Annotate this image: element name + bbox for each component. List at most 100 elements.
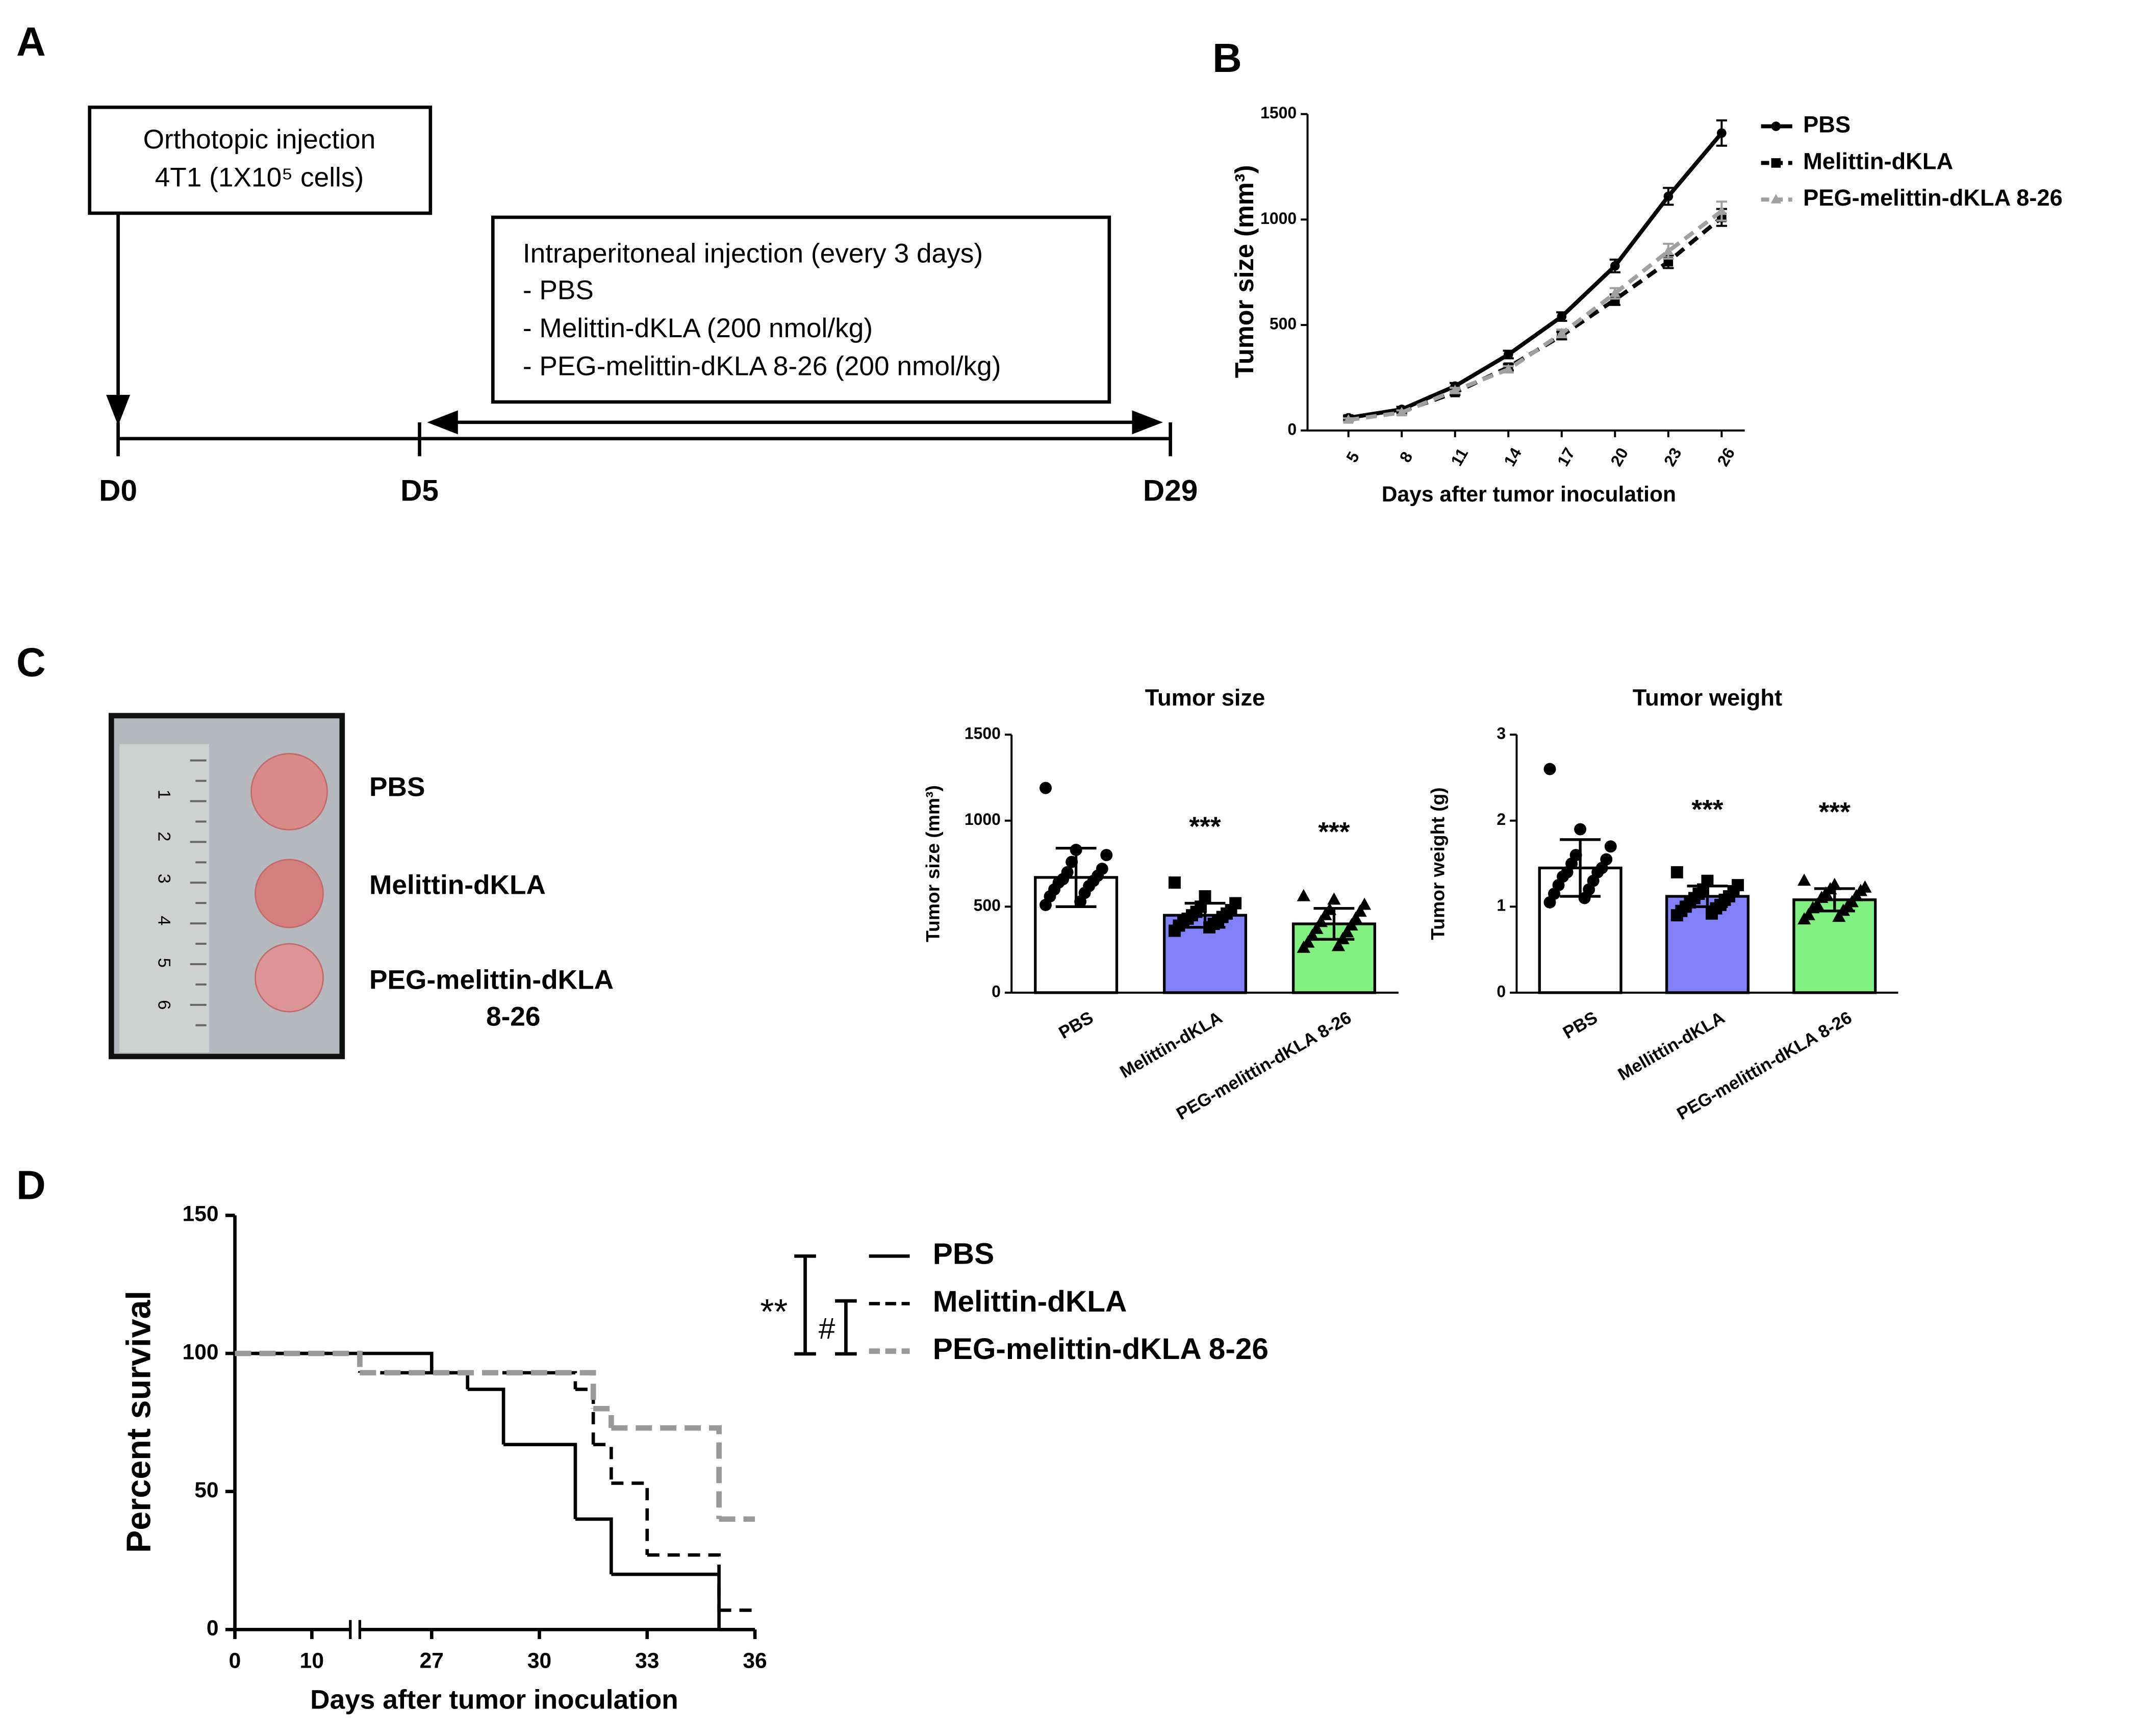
x-tick-label: 27 xyxy=(420,1648,444,1673)
marker xyxy=(1543,896,1556,909)
marker xyxy=(1610,295,1620,305)
legend-label: Melittin-dKLA xyxy=(933,1285,1127,1318)
marker xyxy=(1604,840,1617,853)
marker xyxy=(1705,907,1718,920)
photo-label: Melittin-dKLA xyxy=(369,870,546,900)
significance: *** xyxy=(1819,797,1851,827)
y-tick-label: 1000 xyxy=(965,810,1001,828)
y-tick-label: 500 xyxy=(974,896,1001,915)
y-tick-label: 0 xyxy=(1497,982,1506,1000)
ruler-ticks xyxy=(190,759,207,1026)
marker xyxy=(1797,912,1811,925)
box-text: 4T1 (1X10⁵ cells) xyxy=(155,162,364,192)
survival-step xyxy=(593,1405,614,1428)
photo-label: PEG-melittin-dKLA xyxy=(369,965,614,995)
significance: *** xyxy=(1691,794,1723,824)
significance-bracket xyxy=(794,1254,816,1356)
survival-step xyxy=(360,1370,596,1409)
marker xyxy=(1100,849,1113,862)
chart-title: Tumor weight xyxy=(1633,685,1782,711)
marker xyxy=(1832,910,1846,922)
marker xyxy=(1040,782,1052,794)
tumor xyxy=(255,943,324,1013)
significance: # xyxy=(819,1312,835,1345)
marker xyxy=(1074,895,1087,908)
y-tick-label: 50 xyxy=(194,1478,218,1502)
marker xyxy=(1297,889,1310,901)
panel-label: D xyxy=(16,1162,46,1207)
marker xyxy=(1168,924,1181,937)
tumor xyxy=(255,859,324,928)
y-tick-label: 0 xyxy=(1287,420,1297,438)
legend-label: PEG-melittin-dKLA 8-26 xyxy=(933,1332,1269,1366)
ruler-number: 5 xyxy=(154,958,173,968)
y-tick-label: 0 xyxy=(992,982,1001,1000)
significance: *** xyxy=(1189,812,1221,842)
significance: ** xyxy=(760,1292,788,1331)
box-text: - Melittin-dKLA (200 nmol/kg) xyxy=(523,313,873,343)
ruler-number: 2 xyxy=(154,832,173,841)
y-tick-label: 1500 xyxy=(965,724,1001,743)
chart-title: Tumor size xyxy=(1145,685,1265,711)
box-text: Intraperitoneal injection (every 3 days) xyxy=(523,239,983,269)
y-tick-label: 0 xyxy=(207,1616,219,1641)
y-tick-label: 500 xyxy=(1270,315,1297,333)
series-line xyxy=(1348,132,1724,420)
photo-label: PBS xyxy=(369,772,425,802)
panel-label: B xyxy=(1212,35,1242,81)
box-text: - PBS xyxy=(523,275,594,305)
box xyxy=(88,105,433,215)
marker xyxy=(1543,763,1556,775)
marker xyxy=(1610,287,1620,297)
axis-break xyxy=(349,1620,362,1639)
marker xyxy=(1556,328,1567,338)
y-axis-label: Tumor size (mm³) xyxy=(1230,165,1259,379)
ruler-numbers: 1 2 3 4 5 6 xyxy=(154,790,173,1010)
marker xyxy=(1663,245,1674,255)
marker xyxy=(1771,121,1781,131)
survival-step xyxy=(611,1425,722,1519)
x-tick-label: 33 xyxy=(635,1648,659,1673)
y-tick-label: 150 xyxy=(183,1202,219,1226)
survival-step xyxy=(575,1517,613,1575)
y-tick-label: 1000 xyxy=(1260,209,1297,228)
x-axis-label: Days after tumor inoculation xyxy=(310,1684,678,1715)
marker xyxy=(1797,873,1811,886)
legend-label: Melittin-dKLA xyxy=(1803,148,1953,174)
marker xyxy=(1663,191,1674,202)
panel-label: A xyxy=(16,19,46,64)
marker xyxy=(1578,892,1591,904)
marker xyxy=(1450,385,1460,394)
x-tick-label: 36 xyxy=(743,1648,767,1673)
timeline xyxy=(88,105,1172,457)
marker xyxy=(1343,414,1354,424)
marker xyxy=(1503,349,1513,360)
ruler-number: 6 xyxy=(154,1000,173,1010)
significance: *** xyxy=(1318,817,1350,847)
series-line xyxy=(1348,209,1723,422)
legend-label: PBS xyxy=(933,1238,994,1271)
survival-step xyxy=(593,1443,613,1483)
panel-label: C xyxy=(16,639,46,685)
x-tick-label: 0 xyxy=(229,1648,241,1673)
y-axis-label: Tumor weight (g) xyxy=(1427,787,1449,940)
survival-step xyxy=(503,1443,577,1519)
tumor xyxy=(250,753,328,831)
significance-bracket xyxy=(835,1299,857,1356)
marker xyxy=(1327,892,1341,905)
survival-step xyxy=(611,1481,649,1555)
marker xyxy=(1717,128,1727,138)
marker xyxy=(1396,407,1407,417)
arrow-head xyxy=(106,394,131,426)
marker xyxy=(1070,844,1082,856)
arrow-head xyxy=(427,410,1163,435)
x-tick-label: 10 xyxy=(300,1648,324,1673)
day-label: D0 xyxy=(99,474,137,508)
marker xyxy=(1297,940,1310,953)
y-tick-label: 1500 xyxy=(1260,104,1297,122)
y-axis-label: Tumor size (mm³) xyxy=(922,785,943,942)
survival-step xyxy=(575,1388,595,1445)
ruler xyxy=(119,744,209,1052)
survival-step xyxy=(235,1350,363,1373)
marker xyxy=(1610,261,1620,271)
